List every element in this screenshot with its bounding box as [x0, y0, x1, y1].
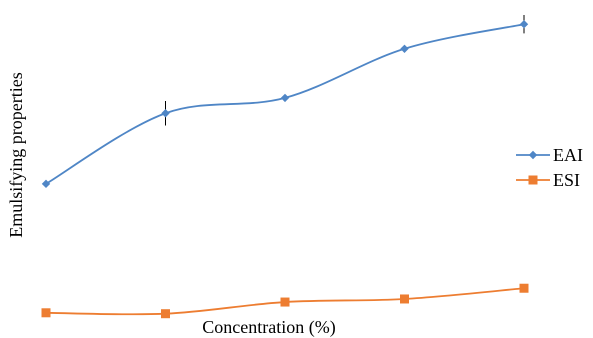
series-esi-point [400, 294, 409, 304]
series-eai-point [280, 93, 290, 103]
series-eai-point [400, 44, 409, 53]
series-esi-point [280, 297, 290, 307]
series-eai [41, 15, 529, 189]
legend-eai-label: EAI [553, 145, 583, 165]
legend-eai-marker [528, 150, 538, 160]
series-esi-point [519, 283, 529, 293]
series-eai-line [45, 23, 525, 185]
series-esi-point [41, 308, 51, 318]
legend: EAI ESI [516, 145, 583, 190]
legend-esi-label: ESI [553, 170, 580, 190]
series-eai-point [41, 179, 51, 189]
series-layer [41, 15, 529, 319]
y-axis-label: Emulsifying properties [6, 72, 26, 237]
series-esi [41, 283, 529, 319]
series-eai-point [519, 20, 529, 29]
series-esi-point [161, 309, 170, 319]
legend-esi-marker [528, 175, 538, 185]
x-axis-label: Concentration (%) [202, 317, 335, 338]
series-eai-point [161, 109, 170, 118]
